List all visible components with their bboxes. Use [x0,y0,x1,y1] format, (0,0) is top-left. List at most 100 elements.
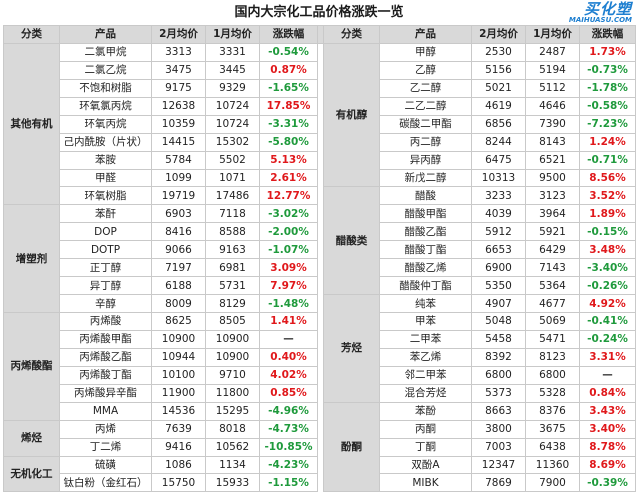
change-percent: 5.13% [259,150,318,170]
column-separator [317,456,324,474]
product-name: 醋酸乙酯 [379,222,472,242]
jan-price: 1134 [205,455,260,475]
jan-price: 5502 [205,150,260,170]
feb-price: 5156 [471,60,526,80]
jan-price: 17486 [205,186,260,206]
feb-price: 4039 [471,204,526,224]
feb-price: 8663 [471,401,526,421]
category-label: 醋酸类 [323,186,380,296]
feb-price: 19719 [151,186,206,206]
feb-price: 7197 [151,258,206,278]
product-name: 醋酸乙烯 [379,258,472,278]
jan-price: 8505 [205,312,260,331]
category-label: 烯烃 [3,419,60,457]
column-separator [317,473,324,492]
table-row: 辛醇 8009 8129 -1.48% 芳烃 纯苯 4907 4677 4.92% [4,294,636,403]
column-separator [317,222,324,241]
product-name: 苯酚 [379,401,472,421]
column-separator [317,420,324,439]
header-jan-price: 1月均价 [525,25,580,44]
product-name: 丙酮 [379,419,472,439]
change-percent: 1.41% [259,312,318,331]
change-percent: — [579,365,636,385]
jan-price: 8376 [525,401,580,421]
table-body: 其他有机 二氯甲烷 3313 3331 -0.54% 有机醇 甲醇 2530 2487 1.73%… [3,42,636,492]
feb-price: 5458 [471,329,526,349]
logo-subtext: MAIHUASU.COM [568,16,632,24]
table-row: 无机化工 硫磺 1086 1134 -4.23% 双酚A 12347 11360 8.69% [3,455,636,492]
change-percent: -0.24% [579,329,636,349]
header-category: 分类 [3,25,60,44]
jan-price: 8129 [205,294,260,313]
feb-price: 10900 [151,329,206,349]
feb-price: 6188 [151,276,206,296]
column-separator [317,204,324,223]
feb-price: 14536 [151,401,206,421]
feb-price: 5048 [471,312,526,331]
feb-price: 5021 [471,78,526,98]
product-name: 双酚A [379,455,472,475]
column-separator [317,169,324,187]
change-percent: -3.02% [259,204,318,224]
feb-price: 6900 [471,258,526,278]
change-percent: 8.69% [579,455,636,475]
product-name: 纯苯 [379,294,472,313]
feb-price: 3800 [471,419,526,439]
feb-price: 15750 [151,473,206,492]
category-label: 增塑剂 [3,204,60,313]
change-percent: 4.92% [579,294,636,313]
table-row: 增塑剂 苯酐 6903 7118 -3.02% 醋酸甲酯 4039 3964 1.89% [3,204,636,313]
change-percent: 1.24% [579,132,636,152]
jan-price: 9163 [205,240,260,260]
jan-price: 11800 [205,383,260,403]
feb-price: 12638 [151,96,206,116]
column-separator [317,258,324,277]
table-row: 异丁醇 6188 5731 7.97% 醋酸仲丁酯 5350 5364 -0.26% [4,276,636,296]
jan-price: 9710 [205,365,260,385]
change-percent: 3.40% [579,419,636,439]
change-percent: 0.40% [259,347,318,367]
change-percent: -1.07% [259,240,318,260]
change-percent: 0.84% [579,383,636,403]
feb-price: 1086 [151,455,206,475]
column-separator [317,384,324,403]
product-name: MMA [59,401,152,421]
feb-price: 6903 [151,204,206,224]
product-name: 甲苯 [379,312,472,331]
feb-price: 3313 [151,42,206,62]
category-label: 有机醇 [323,42,380,188]
feb-price: 5373 [471,383,526,403]
product-name: 不饱和树脂 [59,78,152,98]
jan-price: 5194 [525,60,580,80]
product-name: DOP [59,222,152,242]
jan-price: 3331 [205,42,260,62]
jan-price: 8123 [525,347,580,367]
feb-price: 4619 [471,96,526,116]
product-name: 二甲苯 [379,329,472,349]
change-percent: — [259,329,318,349]
product-name: 碳酸二甲酯 [379,114,472,134]
product-name: 醋酸仲丁酯 [379,276,472,296]
jan-price: 7118 [205,204,260,224]
product-name: 苯乙烯 [379,347,472,367]
change-percent: -4.73% [259,419,318,439]
column-separator [317,240,324,259]
change-percent: -1.48% [259,294,318,313]
change-percent: 7.97% [259,276,318,296]
product-name: 乙醇 [379,60,472,80]
product-name: 醋酸丁酯 [379,240,472,260]
product-name: 异丙醇 [379,150,472,170]
feb-price: 6653 [471,240,526,260]
product-name: 丙烯酸甲酯 [59,329,152,349]
table-row: 不饱和树脂 9175 9329 -1.65% 乙二醇 5021 5112 -1.78% [4,78,636,98]
change-percent: 3.48% [579,240,636,260]
jan-price: 10900 [205,329,260,349]
change-percent: -0.54% [259,42,318,62]
jan-price: 5471 [525,329,580,349]
jan-price: 15302 [205,132,260,152]
change-percent: -0.71% [579,150,636,170]
feb-price: 5784 [151,150,206,170]
feb-price: 3233 [471,186,526,206]
change-percent: 1.73% [579,42,636,62]
column-separator [317,97,324,116]
